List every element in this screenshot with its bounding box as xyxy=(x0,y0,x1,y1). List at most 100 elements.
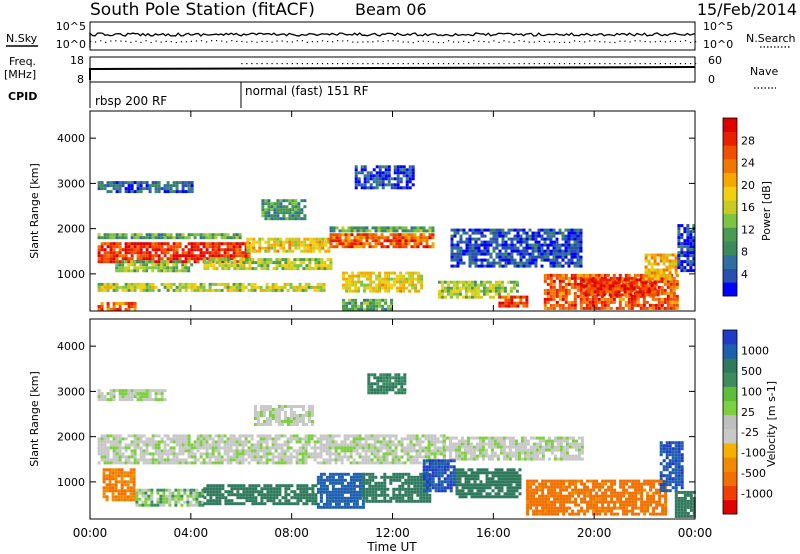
data-cell xyxy=(454,442,458,446)
data-cell xyxy=(474,255,478,259)
data-cell xyxy=(579,261,583,265)
data-cell xyxy=(331,443,335,447)
data-cell xyxy=(384,286,388,290)
data-cell xyxy=(118,184,122,188)
data-cell xyxy=(154,251,158,255)
data-cell xyxy=(425,229,429,233)
nsearch-point xyxy=(110,40,112,42)
data-cell xyxy=(660,279,664,283)
data-cell xyxy=(387,286,391,290)
data-cell xyxy=(297,237,301,241)
data-cell xyxy=(497,280,501,284)
data-cell xyxy=(408,280,412,284)
data-cell xyxy=(319,288,323,292)
data-cell xyxy=(413,245,417,249)
data-cell xyxy=(299,484,303,488)
data-cell xyxy=(537,228,541,232)
data-cell xyxy=(343,434,347,438)
data-cell xyxy=(457,457,461,461)
data-cell xyxy=(211,236,215,240)
data-cell xyxy=(275,261,279,265)
data-cell xyxy=(175,184,179,188)
data-cell xyxy=(410,239,414,243)
data-cell xyxy=(273,211,277,215)
data-cell xyxy=(169,440,173,444)
data-cell xyxy=(574,457,578,461)
data-cell xyxy=(561,294,565,298)
data-cell xyxy=(411,177,415,181)
data-cell xyxy=(469,436,473,440)
data-cell xyxy=(100,449,104,453)
data-cell xyxy=(373,440,377,444)
data-cell xyxy=(653,262,657,266)
data-cell xyxy=(280,452,284,456)
nsearch-point xyxy=(180,41,182,43)
data-cell xyxy=(656,262,660,266)
data-cell xyxy=(145,449,149,453)
data-cell xyxy=(568,454,572,458)
data-cell xyxy=(483,264,487,268)
data-cell xyxy=(139,440,143,444)
data-cell xyxy=(238,285,242,289)
data-cell xyxy=(384,277,388,281)
data-cell xyxy=(235,452,239,456)
data-cell xyxy=(127,245,131,249)
data-cell xyxy=(513,228,517,232)
data-cell xyxy=(514,442,518,446)
data-cell xyxy=(316,481,320,485)
nsearch-point xyxy=(387,40,389,42)
data-cell xyxy=(614,287,618,291)
data-cell xyxy=(109,285,113,289)
data-cell xyxy=(543,303,547,307)
data-cell xyxy=(502,436,506,440)
data-cell xyxy=(522,304,526,308)
data-cell xyxy=(692,257,696,261)
data-cell xyxy=(507,304,511,308)
data-cell xyxy=(377,236,381,240)
data-cell xyxy=(375,289,379,293)
data-cell xyxy=(401,239,405,243)
data-cell xyxy=(246,246,250,250)
data-cell xyxy=(190,257,194,261)
data-cell xyxy=(409,434,413,438)
data-cell xyxy=(163,458,167,462)
data-cell xyxy=(397,440,401,444)
data-cell xyxy=(443,295,447,299)
data-cell xyxy=(549,291,553,295)
data-cell xyxy=(558,261,562,265)
data-cell xyxy=(325,446,329,450)
data-cell xyxy=(283,455,287,459)
nsearch-point xyxy=(569,41,571,43)
data-cell xyxy=(117,468,121,472)
data-cell xyxy=(490,457,494,461)
data-cell xyxy=(486,252,490,256)
data-cell xyxy=(436,440,440,444)
data-cell xyxy=(193,458,197,462)
data-cell xyxy=(247,440,251,444)
data-cell xyxy=(130,257,134,261)
data-cell xyxy=(248,484,252,488)
data-cell xyxy=(623,278,627,282)
data-cell xyxy=(474,246,478,250)
data-cell xyxy=(280,434,284,438)
data-cell xyxy=(321,240,325,244)
data-cell xyxy=(411,280,415,284)
power-ytick-label: 1000 xyxy=(57,268,85,281)
data-cell xyxy=(653,274,657,278)
data-cell xyxy=(523,457,527,461)
data-cell xyxy=(142,260,146,264)
data-cell xyxy=(385,458,389,462)
data-cell xyxy=(647,271,651,275)
data-cell xyxy=(159,500,163,504)
data-cell xyxy=(342,304,346,308)
data-cell xyxy=(100,440,104,444)
data-cell xyxy=(367,449,371,453)
data-cell xyxy=(166,233,170,237)
data-cell xyxy=(568,442,572,446)
power-colorbar-tick: 20 xyxy=(741,179,755,192)
data-cell xyxy=(301,285,305,289)
data-cell xyxy=(449,289,453,293)
data-cell xyxy=(211,251,215,255)
data-cell xyxy=(118,266,122,270)
data-cell xyxy=(492,240,496,244)
